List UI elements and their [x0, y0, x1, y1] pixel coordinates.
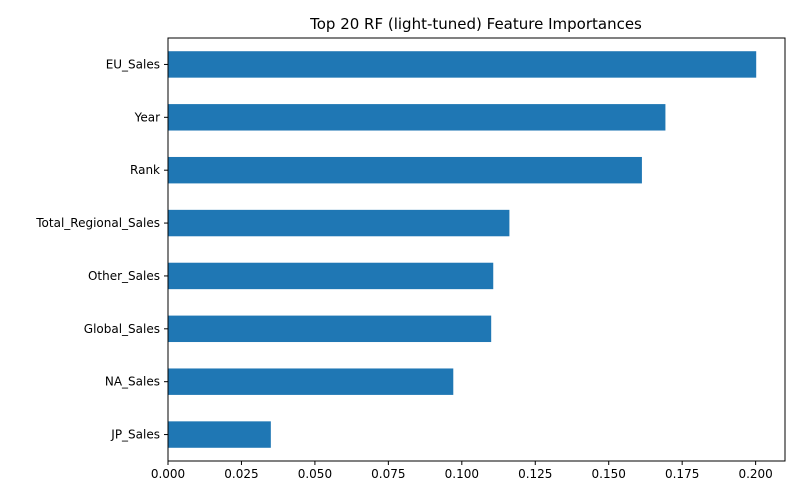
- x-tick-label: 0.100: [445, 467, 479, 481]
- bar-jp-sales: [168, 421, 271, 448]
- bar-na-sales: [168, 368, 454, 395]
- x-tick-label: 0.075: [371, 467, 405, 481]
- y-tick-label: EU_Sales: [106, 57, 160, 71]
- axes-border: [167, 37, 786, 462]
- y-tick-label: Year: [134, 110, 160, 124]
- plot-frame: [167, 37, 786, 462]
- bars-group: [168, 51, 757, 448]
- x-tick-label: 0.150: [592, 467, 626, 481]
- x-tick-label: 0.025: [224, 467, 258, 481]
- chart-title: Top 20 RF (light-tuned) Feature Importan…: [309, 15, 642, 33]
- x-axis: 0.000 0.025 0.050 0.075 0.100 0.125 0.150 0.175…: [151, 461, 773, 481]
- y-tick-label: JP_Sales: [110, 428, 160, 442]
- bar-year: [168, 104, 666, 131]
- y-axis: EU_Sales Year Rank Total_Regional_Sales Othe…: [35, 57, 168, 442]
- y-tick-label: Global_Sales: [84, 322, 160, 336]
- y-tick-label: NA_Sales: [105, 375, 160, 389]
- bar-eu-sales: [168, 51, 757, 78]
- y-tick-label: Other_Sales: [88, 269, 160, 283]
- bar-global-sales: [168, 315, 492, 343]
- x-tick-label: 0.000: [151, 467, 185, 481]
- bar-total-regional-sales: [168, 209, 510, 237]
- y-tick-label: Total_Regional_Sales: [35, 216, 160, 230]
- x-tick-label: 0.050: [298, 467, 332, 481]
- bar-rank: [168, 156, 642, 184]
- x-tick-label: 0.200: [738, 467, 772, 481]
- x-tick-label: 0.175: [665, 467, 699, 481]
- x-tick-label: 0.125: [518, 467, 552, 481]
- bar-other-sales: [168, 262, 494, 290]
- y-tick-label: Rank: [130, 163, 160, 177]
